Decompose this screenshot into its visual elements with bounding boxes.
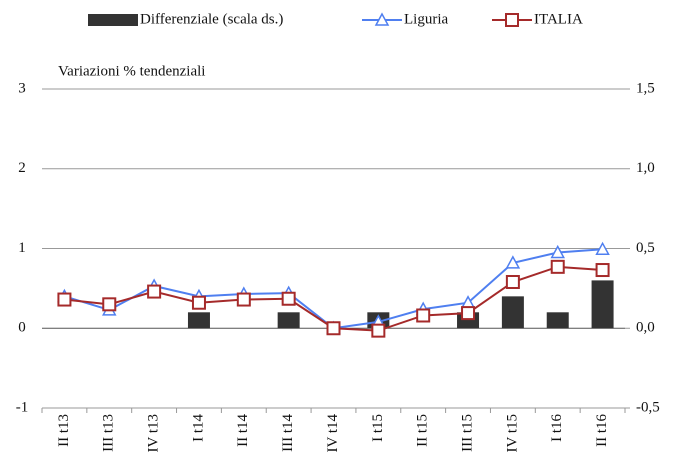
point: [191, 295, 206, 310]
y2-tick-label: 1,5: [636, 80, 655, 96]
legend-marker: [505, 13, 519, 27]
y-tick-label: 3: [18, 80, 26, 96]
x-tick-label: IV t13: [146, 414, 162, 452]
x-tick-label: II t15: [415, 414, 431, 447]
bar: [546, 312, 569, 329]
x-tick-label: IV t14: [325, 414, 341, 453]
x-tick-label: I t15: [370, 414, 386, 442]
x-tick-label: III t15: [459, 414, 475, 452]
point: [505, 255, 521, 269]
y2-tick-label: 1,0: [636, 160, 655, 176]
point: [595, 263, 610, 278]
x-tick-label: II t13: [56, 414, 72, 447]
legend-label: Liguria: [404, 11, 448, 27]
legend-marker: [374, 12, 390, 26]
chart-subtitle: Variazioni % tendenziali: [58, 63, 205, 79]
legend-swatch: [88, 14, 138, 26]
legend-label: Differenziale (scala ds.): [140, 11, 283, 27]
point: [326, 321, 341, 336]
point: [595, 241, 610, 256]
point: [236, 292, 251, 307]
x-tick-label: I t16: [549, 414, 565, 442]
y2-tick-label: 0,0: [636, 320, 655, 336]
point: [102, 297, 117, 312]
x-tick-label: II t16: [594, 414, 610, 447]
y-tick-label: 2: [18, 160, 26, 176]
y-tick-label: -1: [16, 399, 29, 415]
x-tick-label: I t14: [190, 414, 206, 442]
y-tick-label: 1: [18, 240, 26, 256]
bar: [277, 312, 300, 329]
bar: [187, 312, 210, 329]
point: [550, 259, 565, 274]
x-tick-label: III t14: [280, 414, 296, 452]
point: [550, 244, 565, 259]
point: [416, 308, 431, 323]
y2-tick-label: -0,5: [636, 399, 660, 415]
x-tick-label: II t14: [235, 414, 251, 447]
bar: [501, 296, 524, 329]
x-tick-label: III t13: [101, 414, 117, 452]
point: [57, 292, 72, 307]
y-tick-label: 0: [18, 320, 26, 336]
y2-tick-label: 0,5: [636, 240, 655, 256]
legend-label: ITALIA: [534, 11, 583, 27]
point: [147, 284, 162, 299]
bar: [591, 280, 614, 329]
point: [505, 274, 520, 289]
x-tick-label: IV t15: [504, 414, 520, 452]
point: [371, 323, 386, 338]
point: [461, 306, 476, 321]
point: [281, 291, 296, 306]
